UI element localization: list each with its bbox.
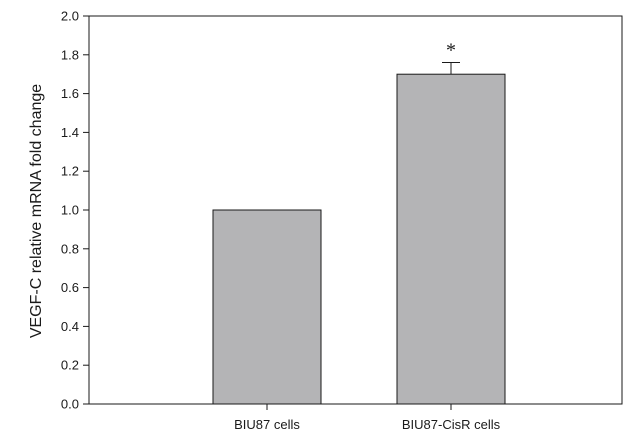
x-category-label: BIU87 cells [234,417,300,432]
y-tick-label: 0.8 [61,241,79,256]
plot-frame [88,15,623,405]
y-tick-label: 0.4 [61,319,79,334]
bar-1 [212,209,322,405]
y-tick-label: 1.4 [61,125,79,140]
y-axis: 0.0 0.2 0.4 0.6 0.8 1.0 1.2 1.4 1.6 1.8 2.0 [61,9,89,412]
y-tick-label: 1.6 [61,86,79,101]
y-tick-label: 1.0 [61,203,79,218]
y-tick-label: 0.0 [61,397,79,412]
significance-marker: * [446,40,456,62]
y-tick-label: 1.8 [61,47,79,62]
bar-2 [396,73,506,405]
bars-group: * [212,40,506,405]
y-tick-label: 0.2 [61,358,79,373]
y-tick-label: 1.2 [61,164,79,179]
y-tick-label: 0.6 [61,280,79,295]
y-axis-title: VEGF-C relative mRNA fold change [28,84,45,338]
y-tick-label: 2.0 [61,9,79,24]
x-axis: BIU87 cells BIU87-CisR cells [234,404,501,432]
x-category-label: BIU87-CisR cells [402,417,501,432]
